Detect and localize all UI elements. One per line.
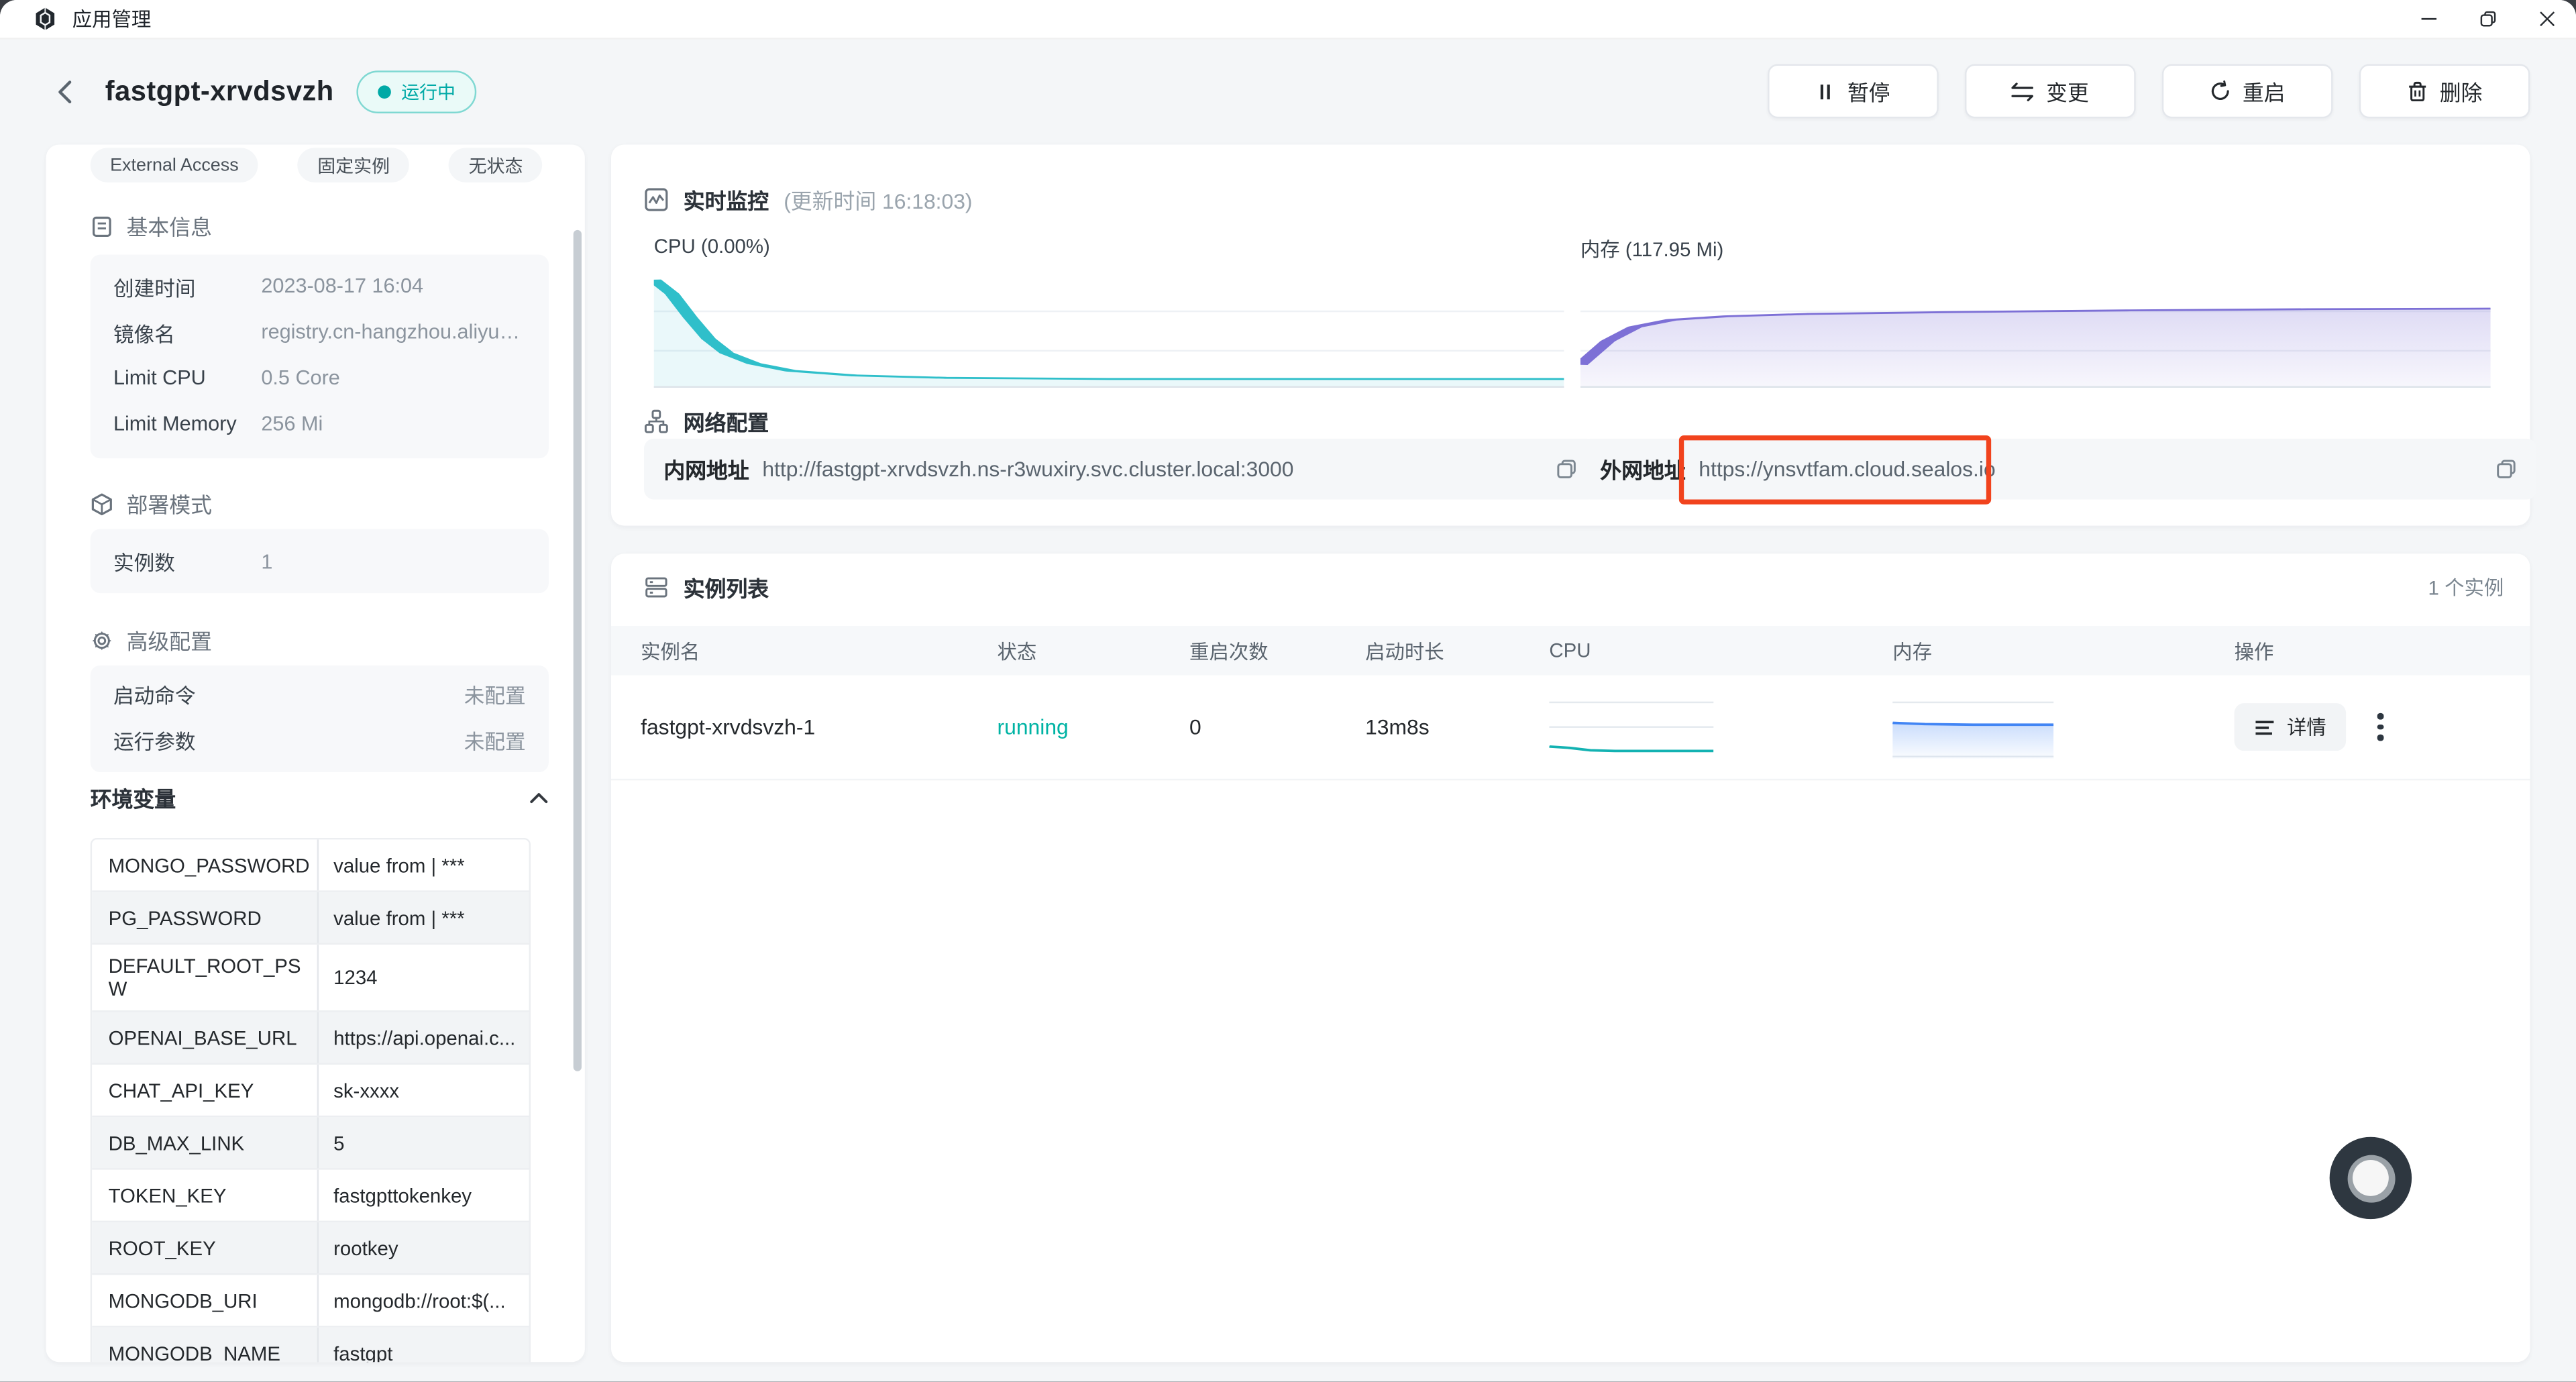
env-row: DB_MAX_LINK 5 <box>92 1117 529 1170</box>
status-dot-icon <box>378 85 392 98</box>
memory-chart-label: 内存 (117.95 Mi) <box>1580 238 1724 262</box>
basic-info-header: 基本信息 <box>91 210 212 242</box>
monitoring-header: 实时监控 (更新时间 16:18:03) <box>644 184 973 215</box>
instance-list-title: 实例列表 <box>683 576 769 602</box>
cpu-chart <box>653 268 1564 388</box>
page-title: fastgpt-xrvdsvzh <box>105 74 334 106</box>
external-address-link[interactable]: https://ynsvtfam.cloud.sealos.io <box>1699 456 1996 482</box>
info-row: 启动命令 未配置 <box>113 684 526 708</box>
delete-button[interactable]: 删除 <box>2359 64 2530 119</box>
instance-detail-button[interactable]: 详情 <box>2234 703 2347 751</box>
network-icon <box>644 409 668 433</box>
pause-icon <box>1821 83 1831 99</box>
chart-icon <box>645 188 668 211</box>
app-tag: 固定实例 <box>297 148 410 182</box>
restart-icon <box>2211 81 2229 100</box>
window-title: 应用管理 <box>72 8 152 32</box>
cpu-chart-panel: CPU (0.00%) <box>653 235 1564 388</box>
basic-info-card: 创建时间 2023-08-17 16:04 镜像名 registry.cn-ha… <box>90 254 549 459</box>
network-config-header: 网络配置 <box>644 406 769 437</box>
instance-count: 1 个实例 <box>2428 576 2504 600</box>
instance-restarts: 0 <box>1189 714 1201 740</box>
env-row: TOKEN_KEY fastgpttokenkey <box>92 1169 529 1223</box>
env-row: OPENAI_BASE_URL https://api.openai.c... <box>92 1012 529 1065</box>
copy-internal-icon[interactable] <box>1556 458 1577 480</box>
chevron-up-icon[interactable] <box>529 791 549 804</box>
document-icon <box>93 215 111 236</box>
sidebar-scrollbar[interactable] <box>573 229 582 1071</box>
column-header: 操作 <box>2234 639 2274 663</box>
info-row: 运行参数 未配置 <box>113 730 526 753</box>
cube-icon <box>91 492 112 515</box>
status-label: 运行中 <box>401 83 455 103</box>
column-header: CPU <box>1549 639 1591 662</box>
gear-icon <box>92 630 112 650</box>
internal-address-url: http://fastgpt-xrvdsvzh.ns-r3wuxiry.svc.… <box>762 456 1294 482</box>
instance-more-menu[interactable] <box>2371 707 2390 747</box>
info-row: 创建时间 2023-08-17 16:04 <box>113 274 424 300</box>
close-button[interactable] <box>2517 0 2576 38</box>
info-row: Limit CPU 0.5 Core <box>113 366 340 390</box>
column-header: 重启次数 <box>1189 639 1269 663</box>
deploy-mode-card: 实例数 1 <box>90 529 549 594</box>
internal-address-box: 内网地址 http://fastgpt-xrvdsvzh.ns-r3wuxiry… <box>644 438 1597 500</box>
memory-chart-panel: 内存 (117.95 Mi) <box>1580 235 2491 388</box>
titlebar: 应用管理 <box>0 0 2576 40</box>
app-tag: External Access <box>90 148 259 182</box>
status-badge: 运行中 <box>357 70 477 113</box>
deploy-mode-header: 部署模式 <box>91 488 212 519</box>
env-vars-table: MONGO_PASSWORD value from | *** PG_PASSW… <box>90 837 531 1363</box>
column-header: 实例名 <box>641 639 700 663</box>
info-row: 镜像名 registry.cn-hangzhou.aliyuncs.... <box>113 320 526 346</box>
instance-cpu-sparkline <box>1549 696 1714 758</box>
list-icon <box>645 577 667 598</box>
env-row: PG_PASSWORD value from | *** <box>92 892 529 945</box>
memory-chart <box>1580 268 2491 388</box>
cursor-indicator <box>2329 1136 2412 1220</box>
env-row: DEFAULT_ROOT_PSW 1234 <box>92 945 529 1012</box>
change-button[interactable]: 变更 <box>1964 64 2136 119</box>
back-button[interactable] <box>49 74 82 107</box>
env-vars-header: 环境变量 <box>91 782 549 814</box>
info-row: 实例数 1 <box>113 549 273 576</box>
change-icon <box>2012 82 2035 101</box>
env-row: ROOT_KEY rootkey <box>92 1222 529 1275</box>
cpu-chart-label: CPU (0.00%) <box>653 235 770 258</box>
minimize-button[interactable] <box>2399 0 2458 38</box>
advanced-config-card: 启动命令 未配置 运行参数 未配置 <box>90 665 549 773</box>
restore-button[interactable] <box>2458 0 2517 38</box>
trash-icon <box>2409 81 2426 102</box>
env-row: MONGODB_NAME fastgpt <box>92 1327 529 1363</box>
pause-button[interactable]: 暂停 <box>1768 64 1939 119</box>
app-detail-sidebar: External Access 固定实例 无状态 基本信息 创建时间 2023-… <box>46 144 585 1363</box>
env-row: CHAT_API_KEY sk-xxxx <box>92 1064 529 1118</box>
restart-button[interactable]: 重启 <box>2161 64 2333 119</box>
advanced-config-header: 高级配置 <box>91 625 212 656</box>
instance-memory-sparkline <box>1892 696 2054 759</box>
info-row: Limit Memory 256 Mi <box>113 412 323 435</box>
detail-list-icon <box>2255 720 2274 735</box>
external-address-box: 外网地址 https://ynsvtfam.cloud.sealos.io <box>1580 438 2537 500</box>
env-row: MONGO_PASSWORD value from | *** <box>92 839 529 892</box>
instance-uptime: 13m8s <box>1365 714 1430 740</box>
instance-row: fastgpt-xrvdsvzh-1 running 0 13m8s <box>611 675 2530 781</box>
monitoring-network-card: 实时监控 (更新时间 16:18:03) CPU (0.00%) 内存 (117… <box>611 144 2537 526</box>
env-row: MONGODB_URI mongodb://root:$(... <box>92 1275 529 1328</box>
page-header: fastgpt-xrvdsvzh 运行中 暂停 变更 重启 删除 <box>0 38 2576 144</box>
instance-list-card: 实例列表 1 个实例 实例名 状态 重启次数 启动时长 CPU 内存 操作 fa… <box>611 553 2530 1363</box>
app-tag: 无状态 <box>449 148 543 182</box>
app-tags: External Access 固定实例 无状态 <box>90 148 543 182</box>
app-logo-icon <box>36 7 55 31</box>
column-header: 状态 <box>997 639 1037 663</box>
column-header: 启动时长 <box>1365 639 1444 663</box>
instance-table-header: 实例名 状态 重启次数 启动时长 CPU 内存 操作 <box>611 626 2530 676</box>
instance-name: fastgpt-xrvdsvzh-1 <box>641 714 816 740</box>
instance-status: running <box>997 714 1069 740</box>
copy-external-icon[interactable] <box>2496 458 2517 480</box>
column-header: 内存 <box>1892 639 1933 663</box>
